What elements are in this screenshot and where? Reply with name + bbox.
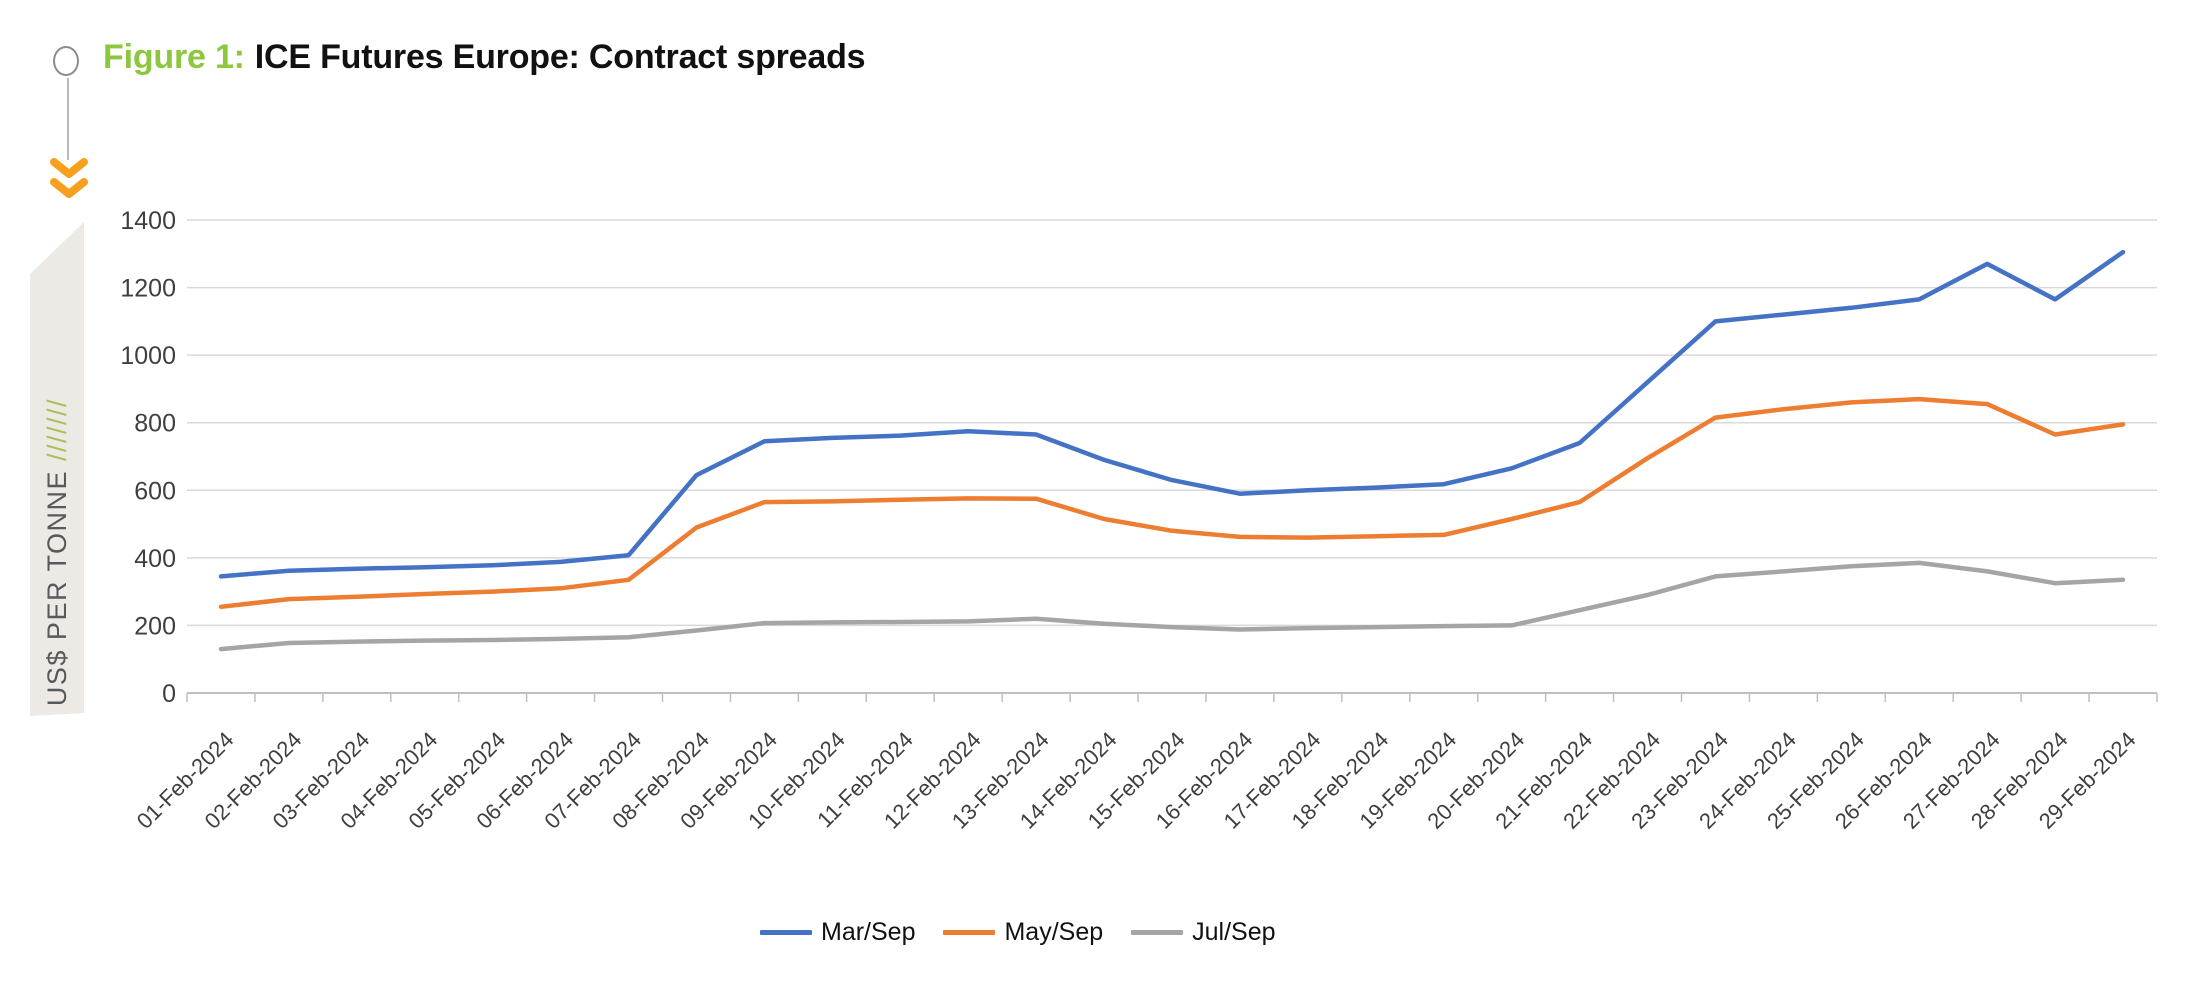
y-axis-label-1200: 1200 bbox=[120, 275, 176, 303]
y-axis-label-800: 800 bbox=[134, 410, 176, 438]
series-line-jul-sep bbox=[218, 560, 2126, 652]
legend-swatch-mar-sep bbox=[760, 930, 812, 935]
legend-item-mar-sep: Mar/Sep bbox=[760, 918, 915, 947]
chart-legend: Mar/Sep May/Sep Jul/Sep bbox=[760, 918, 1276, 947]
y-axis-label-1000: 1000 bbox=[120, 342, 176, 370]
figure-title-text: ICE Futures Europe: Contract spreads bbox=[254, 38, 866, 76]
figure-marker-connector bbox=[67, 78, 69, 160]
y-axis-label-400: 400 bbox=[134, 545, 176, 573]
legend-item-may-sep: May/Sep bbox=[943, 918, 1103, 947]
y-axis-label-200: 200 bbox=[134, 612, 176, 640]
y-axis-label-0: 0 bbox=[162, 680, 176, 708]
page-title: Figure 1: ICE Futures Europe: Contract sp… bbox=[103, 38, 866, 77]
legend-label-mar-sep: Mar/Sep bbox=[821, 918, 916, 946]
legend-swatch-jul-sep bbox=[1131, 930, 1184, 935]
y-axis-label-1400: 1400 bbox=[120, 207, 176, 235]
series-line-mar-sep bbox=[218, 249, 2126, 579]
down-chevrons-icon bbox=[50, 158, 88, 198]
y-axis-label-600: 600 bbox=[134, 477, 176, 505]
figure-marker-circle-icon bbox=[53, 46, 79, 76]
series-line-may-sep bbox=[218, 396, 2126, 610]
figure-label: Figure 1: bbox=[103, 38, 245, 76]
y-axis-banner: US$ PER TONNE /////// bbox=[30, 222, 84, 716]
legend-swatch-may-sep bbox=[943, 930, 996, 935]
legend-label-jul-sep: Jul/Sep bbox=[1192, 918, 1276, 946]
legend-item-jul-sep: Jul/Sep bbox=[1131, 918, 1276, 947]
legend-label-may-sep: May/Sep bbox=[1004, 918, 1104, 946]
